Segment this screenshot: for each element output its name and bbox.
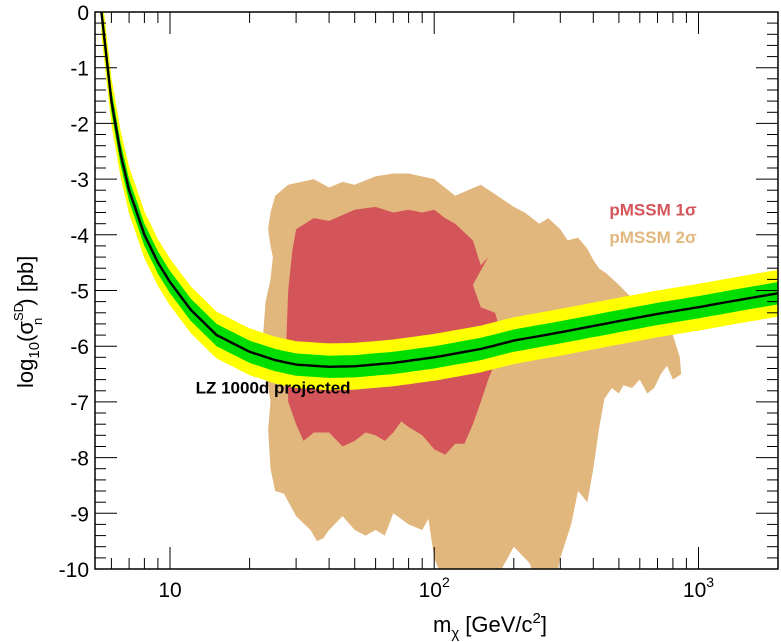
x-tick-label: 103: [683, 574, 714, 602]
y-tick-label: -9: [70, 503, 89, 526]
y-tick-label: -3: [70, 169, 89, 192]
x-tick-label-exponent: 3: [706, 574, 714, 590]
x-axis-title-sub: χ: [451, 625, 459, 642]
x-tick-label-base: 10: [419, 579, 442, 602]
x-axis-title-close: ]: [541, 612, 547, 637]
x-tick-label-exponent: 2: [442, 574, 450, 590]
y-axis-title-rest: ) [pb]: [13, 256, 38, 306]
legend: pMSSM 1σ pMSSM 2σ: [609, 200, 697, 247]
x-axis-title-rest: [GeV/c: [459, 612, 532, 637]
x-axis-title-sup: 2: [533, 610, 541, 627]
x-axis-title: mχ [GeV/c2]: [433, 610, 547, 642]
region-pmssm-1-: [286, 206, 502, 455]
y-axis-title-sup: SD: [11, 303, 26, 321]
y-axis-title-sub1: 10: [26, 342, 43, 359]
lz-lines: [100, 12, 778, 369]
x-tick-label-base: 10: [683, 579, 706, 602]
x-tick-label: 10: [158, 579, 181, 602]
y-tick-label: 0: [77, 2, 89, 25]
x-axis-title-main: m: [433, 612, 451, 637]
y-tick-label: -2: [70, 113, 89, 136]
legend-pmssm-2sigma: pMSSM 2σ: [609, 228, 697, 247]
series-line-lz-1000d: [100, 12, 778, 369]
y-tick-label: -4: [70, 225, 89, 248]
annotation-lz-projected: LZ 1000d projected: [196, 379, 351, 398]
y-axis-title-main: log: [13, 359, 38, 388]
y-tick-label: -5: [70, 281, 89, 304]
y-tick-label: -7: [70, 392, 89, 415]
y-axis-title: log10(σSD n ) [pb]: [11, 256, 45, 388]
y-tick-label: -6: [70, 336, 89, 359]
x-tick-label-base: 10: [158, 579, 181, 602]
annotations: LZ 1000d projected: [196, 379, 351, 398]
y-axis-title-open: (σ: [13, 321, 38, 342]
y-tick-label: -1: [70, 58, 89, 81]
x-tick-label: 102: [419, 574, 450, 602]
legend-pmssm-1sigma: pMSSM 1σ: [609, 200, 697, 219]
y-tick-label: -10: [59, 559, 89, 582]
y-tick-label: -8: [70, 448, 89, 471]
y-axis-title-sub2: n: [30, 318, 45, 325]
axis-ticks: [95, 11, 779, 570]
